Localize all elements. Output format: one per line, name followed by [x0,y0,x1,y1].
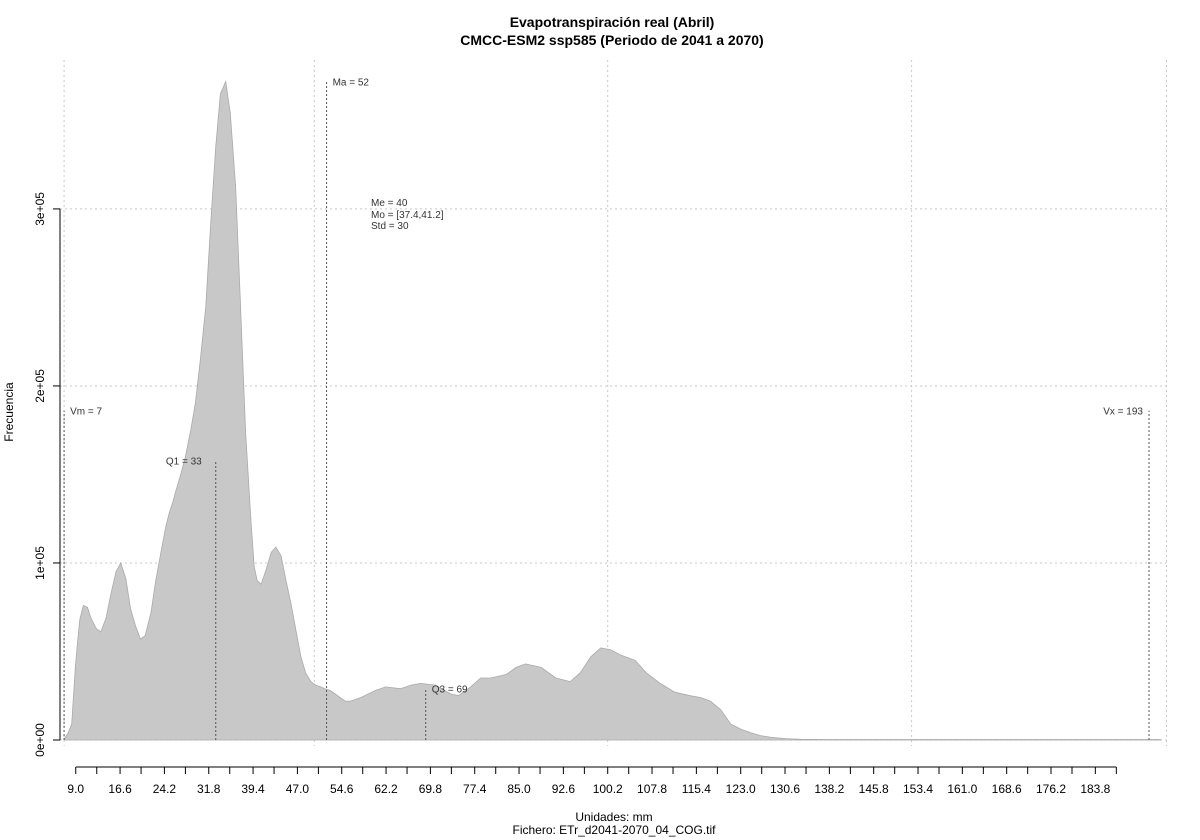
x-tick-label: 176.2 [1036,782,1066,796]
stats-mo: Mo = [37.4,41.2] [371,210,444,221]
x-tick-label: 16.6 [108,782,132,796]
reference-lines: Vm = 7 Q1 = 33 Ma = 52 Q3 = 69 Vx = 193 [63,77,1150,740]
stats-block: Me = 40 Mo = [37.4,41.2] Std = 30 [371,198,444,232]
y-axis-label: Frecuencia [2,382,16,442]
reference-label: Q1 = 33 [166,456,202,467]
y-tick-label: 1e+05 [33,546,47,580]
reference-label: Vx = 193 [1103,407,1143,418]
chart-title: Evapotranspiración real (Abril) [510,14,715,30]
y-axis: 0e+00 1e+05 2e+05 3e+05 [33,192,61,757]
y-tick-label: 3e+05 [33,192,47,226]
x-tick-label: 47.0 [286,782,310,796]
x-tick-label: 9.0 [67,782,84,796]
x-axis: 9.0 16.6 24.2 31.8 39.4 47.0 54.6 62.2 69.8 77.4 8… [67,766,1117,796]
x-tick-label: 62.2 [374,782,398,796]
x-tick-label: 85.0 [507,782,531,796]
x-tick-label: 24.2 [153,782,177,796]
x-tick-label: 77.4 [463,782,487,796]
x-tick-label: 107.8 [637,782,667,796]
x-tick-label: 183.8 [1080,782,1110,796]
stats-me: Me = 40 [371,198,408,209]
reference-label: Ma = 52 [333,77,370,88]
x-tick-label: 123.0 [726,782,756,796]
x-tick-label: 54.6 [330,782,354,796]
x-tick-label: 92.6 [552,782,576,796]
x-tick-label: 115.4 [682,782,711,796]
stats-std: Std = 30 [371,221,409,232]
y-tick-label: 2e+05 [33,369,47,403]
x-tick-label: 138.2 [814,782,844,796]
x-axis-label: Unidades: mm [575,810,652,824]
file-caption: Fichero: ETr_d2041-2070_04_COG.tif [513,823,717,837]
x-tick-label: 31.8 [197,782,221,796]
reference-label: Vm = 7 [70,407,102,418]
y-tick-label: 0e+00 [33,723,47,757]
x-tick-label: 130.6 [770,782,800,796]
x-tick-label: 100.2 [593,782,623,796]
density-area [63,80,1162,741]
x-tick-label: 69.8 [419,782,443,796]
chart-subtitle: CMCC-ESM2 ssp585 (Periodo de 2041 a 2070… [460,32,763,48]
reference-label: Q3 = 69 [432,685,468,696]
x-tick-label: 39.4 [241,782,265,796]
x-tick-label: 153.4 [903,782,933,796]
x-tick-label: 168.6 [992,782,1022,796]
density-polygon [63,80,1162,741]
x-tick-label: 161.0 [947,782,977,796]
x-tick-label: 145.8 [859,782,889,796]
